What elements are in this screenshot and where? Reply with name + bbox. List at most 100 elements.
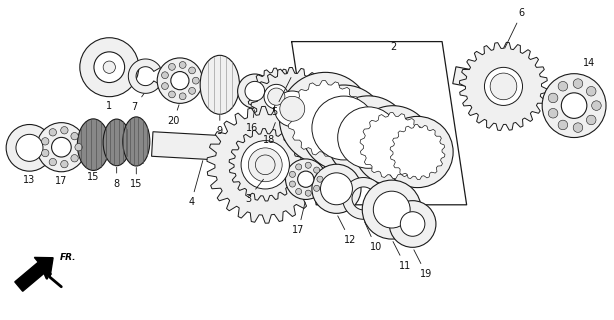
Text: 16: 16: [246, 110, 258, 133]
Polygon shape: [288, 81, 363, 156]
Circle shape: [188, 67, 195, 74]
Circle shape: [179, 93, 186, 100]
Text: 5: 5: [271, 77, 291, 117]
Circle shape: [490, 73, 517, 100]
Circle shape: [279, 72, 371, 164]
Circle shape: [188, 87, 195, 94]
Circle shape: [592, 101, 601, 110]
Text: 12: 12: [338, 216, 356, 245]
Polygon shape: [343, 178, 381, 219]
Polygon shape: [453, 67, 507, 93]
Circle shape: [314, 167, 320, 173]
Circle shape: [71, 155, 78, 162]
Circle shape: [238, 74, 272, 108]
Circle shape: [298, 171, 314, 187]
Text: 6: 6: [505, 8, 525, 48]
Text: 14: 14: [583, 58, 596, 68]
Circle shape: [245, 81, 265, 101]
Text: 10: 10: [365, 222, 382, 252]
Polygon shape: [207, 106, 324, 223]
Circle shape: [312, 96, 376, 160]
Text: 19: 19: [414, 250, 432, 279]
Text: 7: 7: [131, 94, 144, 112]
Polygon shape: [128, 59, 160, 93]
Circle shape: [274, 91, 310, 127]
Circle shape: [192, 77, 199, 84]
Text: 18: 18: [263, 123, 275, 145]
Circle shape: [286, 159, 326, 199]
Circle shape: [382, 116, 453, 188]
Text: 17: 17: [55, 176, 68, 186]
Circle shape: [52, 137, 71, 157]
Circle shape: [558, 120, 568, 130]
Circle shape: [94, 52, 125, 83]
Circle shape: [80, 38, 139, 97]
Circle shape: [312, 164, 361, 213]
Circle shape: [301, 85, 387, 171]
Circle shape: [71, 132, 78, 140]
Circle shape: [314, 185, 320, 191]
Text: 20: 20: [168, 105, 180, 126]
Ellipse shape: [103, 119, 130, 166]
Circle shape: [586, 86, 596, 96]
Ellipse shape: [243, 146, 267, 154]
Text: 15: 15: [130, 168, 142, 189]
Circle shape: [327, 96, 410, 179]
Polygon shape: [459, 42, 548, 131]
Polygon shape: [15, 257, 53, 291]
Circle shape: [338, 107, 399, 168]
Polygon shape: [251, 68, 333, 150]
Text: 1: 1: [106, 101, 112, 111]
Polygon shape: [229, 129, 301, 201]
Text: 17: 17: [292, 202, 305, 235]
Circle shape: [255, 155, 275, 175]
Circle shape: [548, 108, 558, 118]
Circle shape: [573, 79, 583, 88]
Circle shape: [295, 188, 301, 195]
Circle shape: [171, 72, 189, 90]
Circle shape: [400, 212, 425, 236]
Circle shape: [305, 190, 311, 196]
Circle shape: [251, 151, 279, 179]
Circle shape: [558, 82, 568, 91]
Circle shape: [389, 201, 436, 247]
Circle shape: [289, 171, 295, 177]
Polygon shape: [152, 132, 255, 162]
Circle shape: [161, 83, 168, 90]
Circle shape: [49, 129, 56, 136]
Polygon shape: [360, 113, 426, 179]
Circle shape: [548, 93, 558, 103]
Circle shape: [353, 106, 433, 186]
Circle shape: [573, 123, 583, 132]
Circle shape: [289, 181, 295, 187]
Circle shape: [561, 93, 587, 118]
Circle shape: [264, 84, 289, 109]
Circle shape: [280, 96, 305, 121]
Circle shape: [248, 148, 282, 182]
Circle shape: [305, 162, 311, 168]
Circle shape: [37, 123, 86, 172]
Circle shape: [157, 58, 203, 103]
Text: 3: 3: [245, 179, 263, 204]
Circle shape: [362, 180, 421, 239]
Ellipse shape: [123, 117, 150, 166]
Circle shape: [61, 127, 68, 134]
Circle shape: [61, 160, 68, 168]
Polygon shape: [248, 68, 305, 125]
Ellipse shape: [77, 119, 109, 171]
Ellipse shape: [200, 55, 239, 114]
Circle shape: [542, 74, 606, 138]
Circle shape: [16, 134, 43, 161]
Circle shape: [295, 164, 301, 170]
Circle shape: [6, 124, 53, 171]
Circle shape: [179, 61, 186, 68]
Polygon shape: [390, 124, 445, 180]
Text: FR.: FR.: [60, 253, 76, 262]
Text: 4: 4: [188, 161, 203, 207]
Circle shape: [168, 63, 176, 70]
Circle shape: [484, 68, 523, 105]
Text: 15: 15: [87, 172, 99, 182]
Circle shape: [75, 143, 82, 151]
Circle shape: [317, 176, 323, 182]
Circle shape: [49, 158, 56, 166]
